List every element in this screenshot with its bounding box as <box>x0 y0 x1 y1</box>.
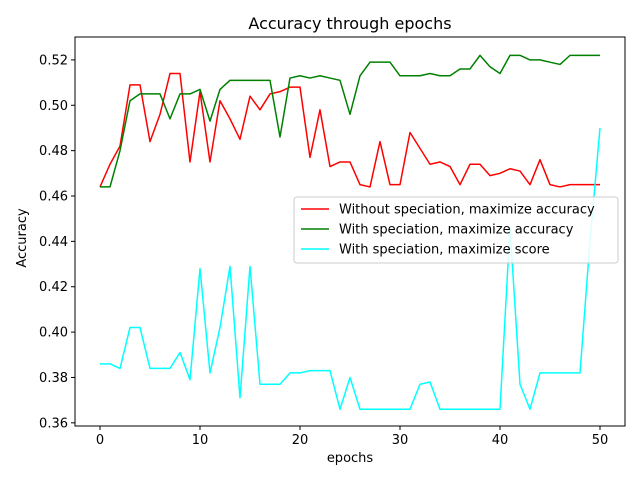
plot-area <box>74 36 626 427</box>
y-tick-label: 0.46 <box>39 190 68 205</box>
y-axis-label: Accuracy <box>15 208 30 268</box>
legend-box <box>293 196 619 264</box>
legend-label-2: With speciation, maximize accuracy <box>339 223 574 238</box>
chart-title: Accuracy through epochs <box>248 14 451 33</box>
y-tick-label: 0.40 <box>39 326 68 341</box>
y-tick-label: 0.48 <box>39 144 68 159</box>
y-tick-label: 0.44 <box>39 235 68 250</box>
legend-label-1: Without speciation, maximize accuracy <box>339 203 595 218</box>
x-tick-label: 10 <box>192 433 209 448</box>
x-tick-label: 40 <box>492 433 509 448</box>
y-axis-ticks: 0.36 0.38 0.40 0.42 0.44 0.46 0.48 0.50 0.52 <box>39 53 75 431</box>
axes-frame <box>74 36 626 427</box>
series-line-2 <box>100 54 600 188</box>
y-tick-label: 0.42 <box>39 280 68 295</box>
y-tick-label: 0.38 <box>39 371 68 386</box>
x-axis-ticks: 0 10 20 30 40 50 <box>96 426 608 448</box>
series-line-3 <box>100 127 601 410</box>
legend: Without speciation, maximize accuracy Wit… <box>293 196 619 264</box>
y-tick-label: 0.52 <box>39 53 68 68</box>
x-tick-label: 20 <box>292 433 309 448</box>
series-layer <box>99 54 601 410</box>
y-tick-label: 0.50 <box>39 99 68 114</box>
legend-label-3: With speciation, maximize score <box>339 243 550 258</box>
x-tick-label: 0 <box>96 433 104 448</box>
x-tick-label: 50 <box>592 433 609 448</box>
series-line-1 <box>99 72 600 188</box>
x-axis-label: epochs <box>327 451 374 466</box>
x-tick-label: 30 <box>392 433 409 448</box>
y-tick-label: 0.36 <box>39 416 68 431</box>
